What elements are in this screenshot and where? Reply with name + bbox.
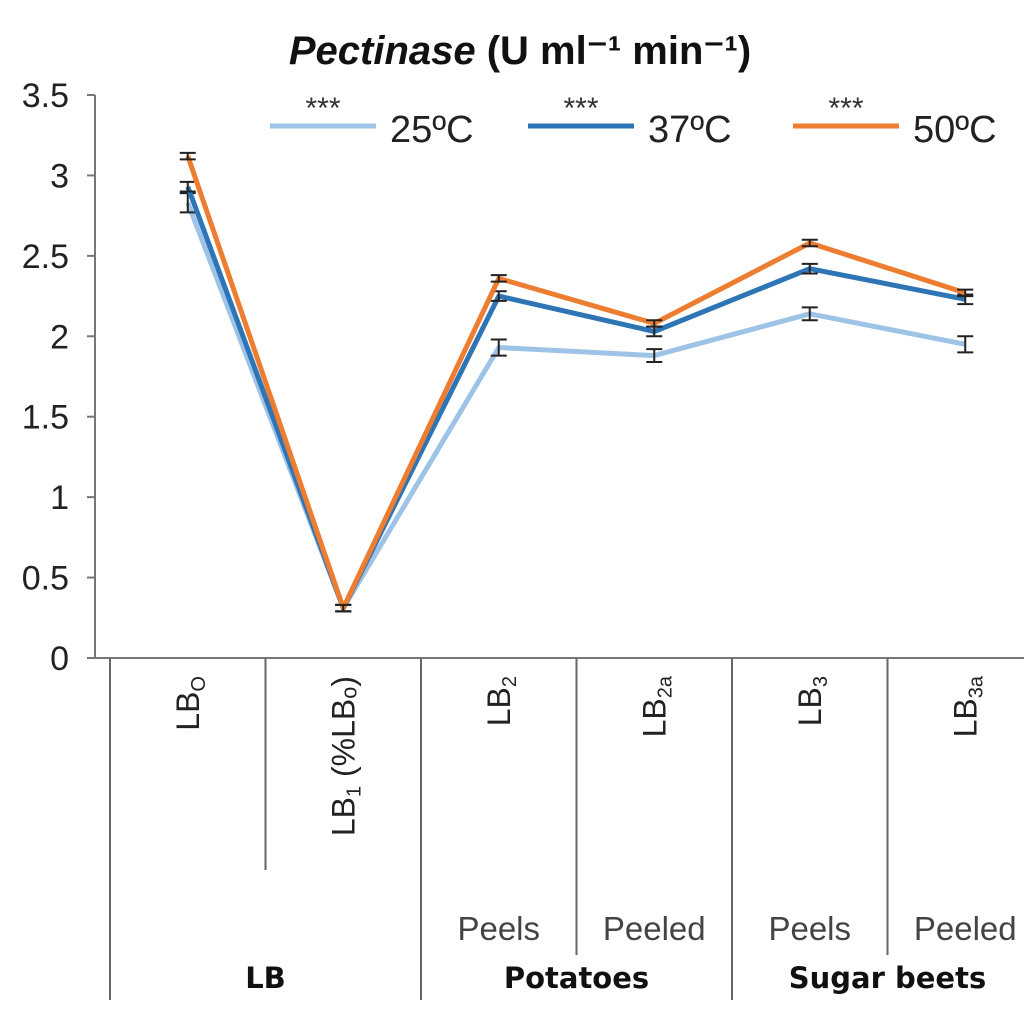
error-bar xyxy=(801,306,818,322)
x-category-label: LB2a xyxy=(636,675,676,737)
series-37ºC xyxy=(179,180,974,613)
chart-title: Pectinase (U ml⁻¹ min⁻¹) xyxy=(289,29,751,73)
legend-entry: *** 50ºC xyxy=(793,92,997,151)
y-tick-label: 3 xyxy=(50,157,69,195)
legend-label: 37ºC xyxy=(648,109,732,151)
legend-entry: *** 25ºC xyxy=(270,92,474,151)
error-bar xyxy=(490,338,507,357)
series-lines xyxy=(179,151,974,613)
series-line xyxy=(185,155,967,611)
y-tick-label: 1.5 xyxy=(22,399,69,437)
y-tick-label: 3.5 xyxy=(22,77,69,115)
axes: 0 0.5 1 1.5 2 2.5 3 3.5 xyxy=(22,77,1024,1000)
x-group-label: Potatoes xyxy=(504,961,649,995)
error-bar xyxy=(179,180,196,193)
y-tick-label: 0.5 xyxy=(22,560,69,598)
x-sub-label: Peels xyxy=(768,910,851,947)
legend-label: 25ºC xyxy=(390,109,474,151)
legend-significance: *** xyxy=(305,92,340,125)
y-tick-label: 2 xyxy=(50,318,69,356)
x-sub-label: Peels xyxy=(457,910,540,947)
error-bar xyxy=(801,238,818,248)
x-sub-label: Peeled xyxy=(603,910,706,947)
error-bar xyxy=(179,151,196,161)
x-category-label: LB1 (%LBₒ) xyxy=(325,676,365,836)
y-tick-label: 1 xyxy=(50,479,69,517)
error-bar xyxy=(646,319,663,328)
x-category-label: LB3 xyxy=(792,676,832,726)
series-line xyxy=(185,185,966,611)
legend-significance: *** xyxy=(563,92,598,125)
legend-label: 50ºC xyxy=(913,109,997,151)
x-category-label: LBO xyxy=(170,676,210,731)
error-bar xyxy=(957,335,974,354)
y-tick-label: 2.5 xyxy=(22,238,69,276)
error-bar xyxy=(335,603,352,613)
x-category-label: LB3a xyxy=(947,675,987,737)
legend: *** 25ºC *** 37ºC *** 50ºC xyxy=(270,92,997,151)
y-tick-label: 0 xyxy=(50,640,69,678)
series-50ºC xyxy=(179,151,974,613)
x-category-label: LB2 xyxy=(481,676,521,726)
x-category-labels: LBO LB1 (%LBₒ) LB2 Peels LB2a Peeled LB3 Peels L… xyxy=(170,675,1017,995)
x-group-label: Sugar beets xyxy=(789,961,986,995)
error-bar xyxy=(646,348,663,364)
error-bar xyxy=(490,274,507,283)
x-group-label: LB xyxy=(245,961,286,995)
legend-significance: *** xyxy=(828,92,863,125)
error-bar xyxy=(957,288,974,298)
series-line xyxy=(185,201,966,611)
legend-entry: *** 37ºC xyxy=(528,92,732,151)
x-sub-label: Peeled xyxy=(914,910,1017,947)
error-bar xyxy=(801,262,818,275)
